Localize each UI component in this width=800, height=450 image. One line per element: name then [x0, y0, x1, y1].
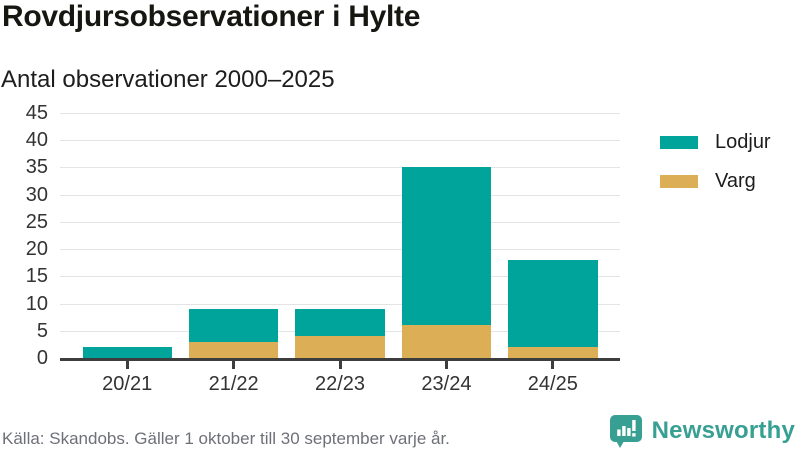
y-tick-label: 20	[25, 238, 48, 261]
gridline	[60, 140, 620, 142]
x-tick-cell: 22/23	[287, 361, 393, 396]
x-tick-label: 22/23	[314, 373, 366, 395]
stacked-bar-22/23	[295, 113, 385, 358]
stacked-bar-23/24	[401, 113, 492, 358]
bar-segment-lodjur	[295, 309, 385, 337]
bar-segment-lodjur	[401, 167, 492, 326]
y-tick-label: 45	[25, 102, 48, 124]
newsworthy-wordmark: Newsworthy	[651, 417, 795, 444]
gridline	[60, 221, 620, 223]
stacked-bar-24/25	[508, 113, 598, 358]
y-tick-label: 30	[25, 183, 48, 206]
bar-segment-lodjur	[188, 309, 279, 342]
x-axis-labels: 20/21 21/22 22/23 23/24 24/25	[60, 361, 620, 396]
newsworthy-logo: Newsworthy	[608, 413, 795, 449]
x-tick-label: 21/22	[208, 373, 259, 395]
y-tick-label: 25	[25, 210, 48, 233]
newsworthy-icon	[609, 415, 642, 448]
legend-label: Lodjur	[715, 131, 771, 153]
bar-slot	[393, 113, 499, 358]
x-tick-mark	[551, 361, 555, 369]
legend-item-lodjur: Lodjur	[660, 131, 771, 154]
x-tick-cell: 21/22	[180, 361, 286, 396]
stacked-bar-20/21	[82, 113, 172, 358]
legend-label: Varg	[715, 170, 756, 192]
legend-swatch	[660, 136, 698, 149]
x-tick-mark	[444, 361, 448, 369]
x-tick-label: 23/24	[421, 373, 472, 395]
x-tick-label: 24/25	[527, 373, 578, 395]
x-tick-label: 20/21	[102, 373, 153, 395]
bar-segment-varg	[188, 341, 279, 358]
y-tick-label: 15	[25, 265, 48, 288]
source-note: Källa: Skandobs. Gäller 1 oktober till 3…	[2, 429, 450, 448]
chart-subtitle: Antal observationer 2000–2025	[1, 66, 335, 93]
x-tick-cell: 23/24	[393, 361, 499, 396]
bar-segment-lodjur	[82, 347, 172, 358]
y-tick-label: 10	[25, 292, 48, 315]
y-tick-label: 40	[25, 129, 48, 152]
legend-item-varg: Varg	[660, 170, 771, 193]
gridline	[60, 303, 620, 305]
bar-slot	[74, 113, 180, 358]
x-tick-mark	[232, 361, 236, 369]
y-tick-label: 5	[36, 319, 48, 342]
bar-slot	[180, 113, 286, 358]
legend: Lodjur Varg	[660, 131, 771, 209]
gridline	[60, 113, 620, 114]
gridline	[60, 249, 620, 251]
gridline	[60, 167, 620, 169]
y-tick-label: 0	[36, 347, 48, 369]
gridline	[60, 194, 620, 196]
x-tick-cell: 20/21	[74, 361, 180, 396]
x-tick-cell: 24/25	[500, 361, 606, 396]
stacked-bar-21/22	[188, 113, 279, 358]
bar-segment-varg	[295, 336, 385, 358]
plot-area	[60, 113, 620, 361]
gridline	[60, 276, 620, 278]
bar-segment-varg	[401, 325, 492, 358]
bars	[60, 113, 620, 358]
y-tick-label: 35	[25, 156, 48, 179]
x-tick-mark	[338, 361, 342, 369]
bar-slot	[287, 113, 393, 358]
chart-title: Rovdjursobservationer i Hylte	[2, 0, 421, 33]
bar-slot	[500, 113, 606, 358]
legend-swatch	[660, 175, 698, 188]
bar-segment-varg	[508, 347, 598, 358]
bar-segment-lodjur	[508, 260, 598, 348]
x-tick-mark	[125, 361, 129, 369]
